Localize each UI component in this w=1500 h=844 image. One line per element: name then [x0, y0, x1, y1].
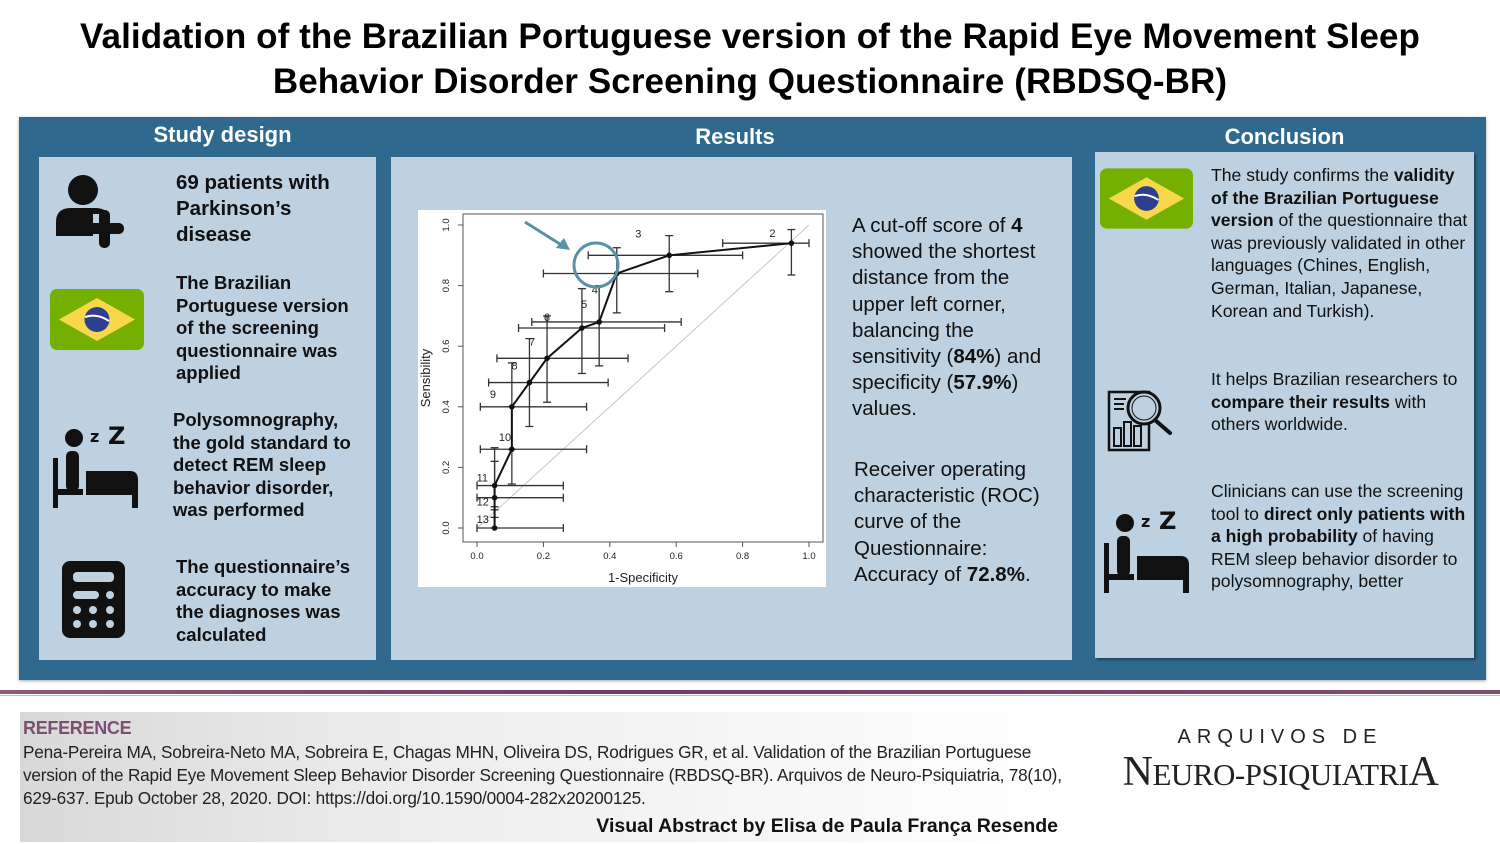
svg-text:1.0: 1.0	[802, 551, 815, 562]
results-heading: Results	[695, 124, 775, 149]
research-analysis-icon	[1107, 390, 1172, 452]
svg-text:0.4: 0.4	[603, 551, 616, 562]
conclusion-item-compare: It helps Brazilian researchers to compar…	[1211, 369, 1458, 435]
svg-text:0.0: 0.0	[470, 551, 483, 562]
add-patient-icon	[56, 175, 124, 248]
study-item-questionnaire: The Brazilian Portuguese version of the sc…	[176, 272, 349, 384]
brazil-flag-icon	[1100, 168, 1193, 229]
svg-text:Z: Z	[108, 422, 125, 450]
svg-text:z: z	[90, 427, 99, 446]
svg-text:0.2: 0.2	[441, 461, 452, 474]
svg-text:0.4: 0.4	[441, 400, 452, 413]
svg-text:11: 11	[477, 473, 488, 485]
reference-box	[20, 712, 1062, 842]
title-line-1: Validation of the Brazilian Portuguese v…	[79, 17, 1421, 56]
section-divider	[0, 690, 1500, 694]
roc-curve-plot: 0.0 0.0 0.2 0.2 0.4 0.4 0.6 0.6 0.8 0.8 1.0 1.0 1-Sp…	[418, 213, 824, 585]
svg-text:5: 5	[581, 299, 587, 311]
svg-text:10: 10	[499, 432, 511, 444]
reference-citation: Pena-Pereira MA, Sobreira-Neto MA, Sobre…	[23, 742, 1062, 808]
reference-heading: REFERENCE	[23, 718, 132, 738]
svg-text:4: 4	[592, 284, 598, 296]
calculator-icon	[62, 561, 125, 638]
svg-text:3: 3	[635, 228, 641, 240]
roc-chart: 0.0 0.0 0.2 0.2 0.4 0.4 0.6 0.6 0.8 0.8 1.0 1.0 1-Sp…	[418, 210, 826, 587]
page-title: Validation of the Brazilian Portuguese v…	[0, 14, 1500, 104]
title-line-2: Behavior Disorder Screening Questionnair…	[272, 62, 1228, 101]
brazil-flag-icon	[50, 289, 144, 350]
svg-text:0.8: 0.8	[441, 279, 452, 292]
svg-text:0.8: 0.8	[736, 551, 749, 562]
sleep-in-bed-icon: z Z	[1104, 507, 1189, 593]
svg-text:0.6: 0.6	[670, 551, 683, 562]
journal-logo-top: ARQUIVOS DE	[1177, 726, 1383, 748]
study-item-accuracy: The questionnaire’s accuracy to make the d…	[176, 556, 351, 645]
svg-text:0.2: 0.2	[537, 551, 550, 562]
conclusion-heading: Conclusion	[1224, 124, 1345, 149]
svg-text:0.0: 0.0	[441, 521, 452, 534]
svg-text:13: 13	[477, 514, 489, 526]
section-divider-shadow	[0, 695, 1500, 696]
journal-logo-name: NEURO-PSIQUIATRIA	[1122, 749, 1439, 795]
svg-text:6: 6	[544, 312, 550, 324]
svg-text:8: 8	[511, 361, 517, 373]
cutoff-result-text: A cut-off score of 4 showed the shortest…	[852, 214, 1042, 421]
svg-text:2: 2	[769, 228, 775, 240]
svg-text:1.0: 1.0	[441, 218, 452, 231]
svg-text:0.6: 0.6	[441, 340, 452, 353]
svg-text:7: 7	[529, 336, 535, 348]
svg-text:1-Specificity: 1-Specificity	[608, 570, 679, 585]
svg-text:9: 9	[490, 389, 496, 401]
study-item-patients: 69 patients with Parkinson’s disease	[176, 171, 330, 246]
visual-abstract-credit: Visual Abstract by Elisa de Paula França…	[596, 815, 1058, 837]
sleep-in-bed-icon: z Z	[53, 422, 138, 508]
roc-accuracy-text: Receiver operating characteristic (ROC) …	[854, 458, 1040, 586]
svg-text:Sensibility: Sensibility	[418, 348, 433, 407]
conclusion-item-validity: The study confirms the validity of the B…	[1211, 165, 1468, 321]
study-design-heading: Study design	[153, 122, 292, 147]
study-item-polysomnography: Polysomnography, the gold standard to dete…	[173, 409, 351, 521]
svg-text:Z: Z	[1159, 507, 1176, 535]
svg-text:12: 12	[477, 497, 489, 509]
conclusion-item-clinicians: Clinicians can use the screening tool to…	[1211, 481, 1466, 592]
svg-text:z: z	[1141, 512, 1150, 531]
